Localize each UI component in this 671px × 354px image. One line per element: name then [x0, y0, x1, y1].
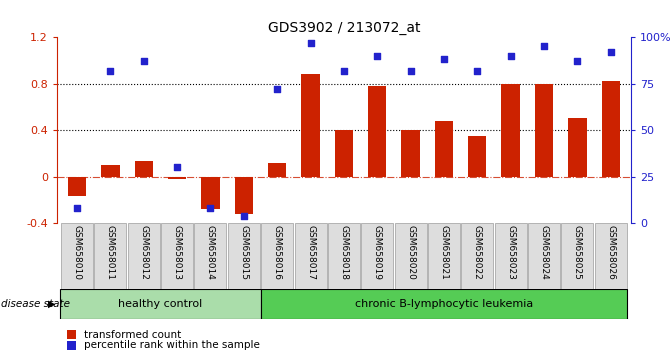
Text: GSM658012: GSM658012 — [140, 225, 148, 280]
Text: disease state: disease state — [1, 298, 70, 309]
Text: GSM658021: GSM658021 — [440, 225, 448, 280]
Text: healthy control: healthy control — [118, 298, 203, 309]
Point — [172, 164, 183, 170]
Point — [338, 68, 349, 74]
Text: GSM658022: GSM658022 — [473, 225, 482, 280]
Text: chronic B-lymphocytic leukemia: chronic B-lymphocytic leukemia — [355, 298, 533, 309]
Bar — [528, 223, 560, 289]
Bar — [428, 223, 460, 289]
Bar — [295, 223, 327, 289]
Text: GSM658016: GSM658016 — [272, 225, 282, 280]
Text: GSM658026: GSM658026 — [606, 225, 615, 280]
Bar — [435, 121, 453, 177]
Bar — [195, 223, 227, 289]
Text: GSM658025: GSM658025 — [573, 225, 582, 280]
Point — [439, 57, 450, 62]
Bar — [495, 223, 527, 289]
Text: percentile rank within the sample: percentile rank within the sample — [84, 340, 260, 350]
Point — [72, 205, 83, 211]
Bar — [228, 223, 260, 289]
Bar — [562, 223, 593, 289]
Bar — [67, 330, 76, 339]
Text: transformed count: transformed count — [84, 330, 181, 339]
Text: ▶: ▶ — [48, 298, 56, 309]
Text: GSM658018: GSM658018 — [340, 225, 348, 280]
Point — [539, 44, 550, 49]
Bar — [535, 84, 553, 177]
Bar — [268, 162, 287, 177]
Point — [405, 68, 416, 74]
Text: GSM658023: GSM658023 — [506, 225, 515, 280]
Point — [505, 53, 516, 58]
Bar — [68, 177, 86, 196]
Bar — [568, 119, 586, 177]
Text: GSM658010: GSM658010 — [72, 225, 82, 280]
Bar — [60, 289, 260, 319]
Title: GDS3902 / 213072_at: GDS3902 / 213072_at — [268, 21, 420, 35]
Bar — [501, 84, 520, 177]
Text: GSM658014: GSM658014 — [206, 225, 215, 280]
Text: GSM658017: GSM658017 — [306, 225, 315, 280]
Bar — [135, 161, 153, 177]
Bar — [595, 223, 627, 289]
Bar — [235, 177, 253, 214]
Point — [605, 49, 616, 55]
Text: GSM658019: GSM658019 — [373, 225, 382, 280]
Bar — [67, 341, 76, 350]
Bar — [201, 177, 219, 209]
Bar — [461, 223, 493, 289]
Bar — [602, 81, 620, 177]
Bar — [301, 74, 319, 177]
Text: GSM658020: GSM658020 — [406, 225, 415, 280]
Point — [238, 213, 249, 218]
Bar — [161, 223, 193, 289]
Bar — [468, 136, 486, 177]
Bar — [168, 177, 187, 179]
Bar — [335, 130, 353, 177]
Bar — [361, 223, 393, 289]
Text: GSM658024: GSM658024 — [539, 225, 548, 280]
Bar — [260, 289, 627, 319]
Bar — [261, 223, 293, 289]
Bar — [101, 165, 119, 177]
Bar — [395, 223, 427, 289]
Bar — [61, 223, 93, 289]
Point — [205, 205, 216, 211]
Point — [305, 40, 316, 46]
Point — [372, 53, 382, 58]
Bar — [95, 223, 126, 289]
Bar — [401, 130, 420, 177]
Point — [572, 58, 582, 64]
Point — [138, 58, 149, 64]
Bar — [328, 223, 360, 289]
Point — [272, 86, 282, 92]
Text: GSM658013: GSM658013 — [172, 225, 182, 280]
Point — [105, 68, 116, 74]
Bar — [368, 86, 386, 177]
Text: GSM658011: GSM658011 — [106, 225, 115, 280]
Point — [472, 68, 482, 74]
Bar — [127, 223, 160, 289]
Text: GSM658015: GSM658015 — [240, 225, 248, 280]
